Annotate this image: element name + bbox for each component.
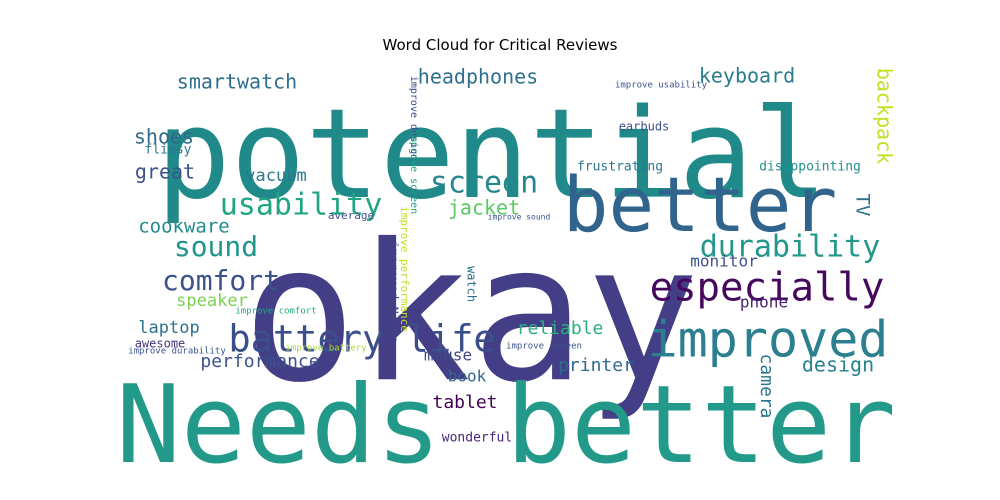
word-improve-performance: improve performance bbox=[398, 206, 411, 332]
word-improve-sound: improve sound bbox=[488, 213, 551, 222]
word-vacuum: vacuum bbox=[245, 166, 306, 186]
word-improve-usability: improve usability bbox=[615, 81, 708, 91]
word-improved: improved bbox=[648, 311, 889, 369]
word-durability: durability bbox=[700, 230, 881, 265]
word-tablet: tablet bbox=[432, 392, 497, 413]
word-improved-needs: improved Needs bbox=[387, 241, 401, 342]
word-camera: camera bbox=[756, 353, 777, 418]
word-comfort: comfort bbox=[162, 264, 280, 297]
word-headphones: headphones bbox=[418, 65, 538, 89]
word-average: average bbox=[328, 209, 374, 222]
word-battery-life: battery life bbox=[228, 318, 495, 361]
word-better: better bbox=[563, 160, 838, 249]
word-backpack: backpack bbox=[873, 68, 897, 164]
word-great: great bbox=[135, 160, 195, 184]
word-potential: potential bbox=[156, 83, 828, 227]
word-frustrating: frustrating bbox=[577, 160, 663, 175]
word-design: design bbox=[802, 353, 874, 377]
word-phone: phone bbox=[740, 293, 788, 312]
word-printer: printer bbox=[558, 355, 634, 376]
word-improve-screen: improve screen bbox=[506, 342, 582, 352]
word-awesome: awesome bbox=[135, 337, 186, 351]
word-jacket: jacket bbox=[448, 196, 520, 220]
word-laptop: laptop bbox=[138, 318, 199, 338]
word-performance: performance bbox=[200, 351, 319, 372]
word-improve-durability: improve durability bbox=[128, 347, 226, 357]
word-improve-comfort: improve comfort bbox=[235, 307, 316, 317]
word-mouse: mouse bbox=[424, 346, 472, 365]
word-sound: sound bbox=[174, 230, 258, 263]
word-improve-battery: improve battery bbox=[285, 344, 367, 354]
word-usability: usability bbox=[220, 188, 383, 223]
word-watch: watch bbox=[465, 266, 479, 302]
word-disappointing: disappointing bbox=[759, 160, 861, 175]
word-improve-design: improve design bbox=[408, 76, 419, 160]
word-improve-screen: improve screen bbox=[408, 130, 419, 214]
word-flimsy: flimsy bbox=[145, 143, 192, 158]
chart-title: Word Cloud for Critical Reviews bbox=[382, 36, 618, 54]
word-cookware: cookware bbox=[138, 216, 230, 238]
word-especially: especially bbox=[650, 266, 885, 311]
word-speaker: speaker bbox=[176, 291, 248, 311]
word-reliable: reliable bbox=[517, 318, 604, 339]
word-okay: okay bbox=[242, 203, 700, 424]
word-wonderful: wonderful bbox=[442, 431, 512, 446]
word-earbuds: earbuds bbox=[619, 120, 670, 134]
word-keyboard: keyboard bbox=[699, 64, 795, 88]
word-smartwatch: smartwatch bbox=[177, 70, 297, 94]
word-book: book bbox=[448, 367, 487, 386]
word-shoes: shoes bbox=[134, 125, 194, 149]
word-monitor: monitor bbox=[690, 252, 758, 271]
word-needs-better: Needs better bbox=[116, 363, 896, 488]
word-tv: TV bbox=[852, 194, 874, 217]
word-screen: screen bbox=[430, 166, 538, 201]
